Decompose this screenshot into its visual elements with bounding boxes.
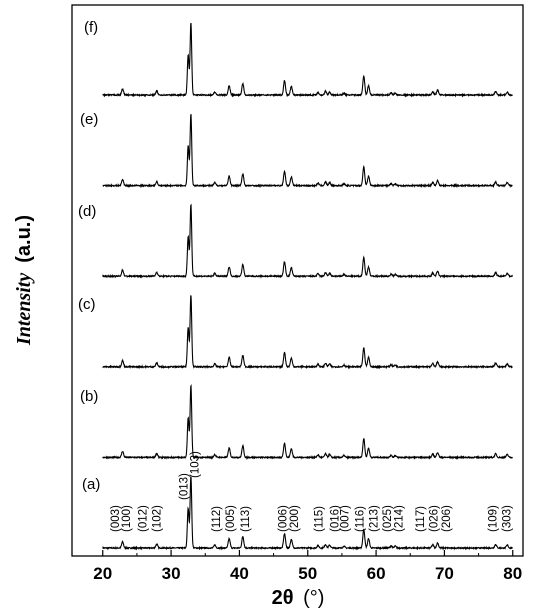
series-label-f: (f)	[84, 19, 98, 36]
hkl-label: (102)	[152, 505, 164, 532]
x-tick-label: 20	[93, 564, 112, 583]
series-labels: (a) (b) (c) (d) (e) (f)	[78, 19, 100, 493]
x-tick-label: 80	[503, 564, 522, 583]
hkl-label: (214)	[394, 505, 406, 532]
hkl-label: (213)	[368, 505, 380, 532]
hkl-annotations: (003)(100) (012) (102) (013)(103) (112) (005)…	[110, 451, 513, 532]
series-label-d: (d)	[78, 203, 96, 220]
hkl-label: (016)	[329, 505, 341, 532]
hkl-label: (103)	[189, 451, 201, 478]
spectrum-line-c	[102, 295, 513, 370]
spectrum-line-f	[102, 22, 513, 98]
series-label-b: (b)	[80, 388, 98, 405]
x-tick-label: 70	[435, 564, 454, 583]
spectrum-line-b	[102, 384, 513, 461]
hkl-label: (025)	[382, 505, 394, 532]
hkl-label: (012)	[137, 505, 149, 532]
spectrum-line-a	[102, 476, 513, 551]
series-label-a: (a)	[82, 476, 100, 493]
plot-frame	[71, 4, 524, 557]
hkl-label: (112)	[211, 506, 223, 532]
x-axis-unit: (°)	[303, 587, 324, 609]
y-axis-unit: (a.u.)	[13, 215, 35, 263]
hkl-label: (303)	[502, 505, 514, 532]
y-axis-main: Intensity	[13, 273, 35, 346]
x-axis-label: 2θ (°)	[272, 587, 325, 609]
series-label-c: (c)	[78, 296, 96, 313]
hkl-label: (117)	[415, 506, 427, 532]
hkl-label: (007)	[340, 505, 352, 532]
hkl-label: (206)	[441, 505, 453, 532]
hkl-label: (113)	[240, 506, 252, 532]
hkl-label: (109)	[487, 505, 499, 532]
spectrum-line-d	[102, 203, 513, 279]
x-tick-label: 30	[162, 564, 181, 583]
hkl-label: (006)	[278, 505, 290, 532]
hkl-label: (026)	[429, 505, 441, 532]
hkl-label: (100)	[121, 505, 133, 532]
x-axis-ticks: 20 30 40 50 60 70 80	[93, 550, 522, 583]
hkl-label: (115)	[314, 506, 326, 532]
y-axis-label: Intensity (a.u.)	[13, 215, 35, 346]
spectrum-line-e	[102, 113, 513, 189]
x-axis-symbol: 2θ	[272, 587, 294, 609]
hkl-label: (003)	[110, 505, 122, 532]
x-tick-label: 40	[230, 564, 249, 583]
hkl-label: (005)	[225, 505, 237, 532]
hkl-label: (013)	[178, 473, 190, 500]
hkl-label: (116)	[355, 506, 367, 532]
x-tick-label: 50	[298, 564, 317, 583]
hkl-label: (200)	[289, 505, 301, 532]
x-tick-label: 60	[367, 564, 386, 583]
series-label-e: (e)	[80, 111, 98, 128]
spectra-group	[102, 22, 513, 551]
